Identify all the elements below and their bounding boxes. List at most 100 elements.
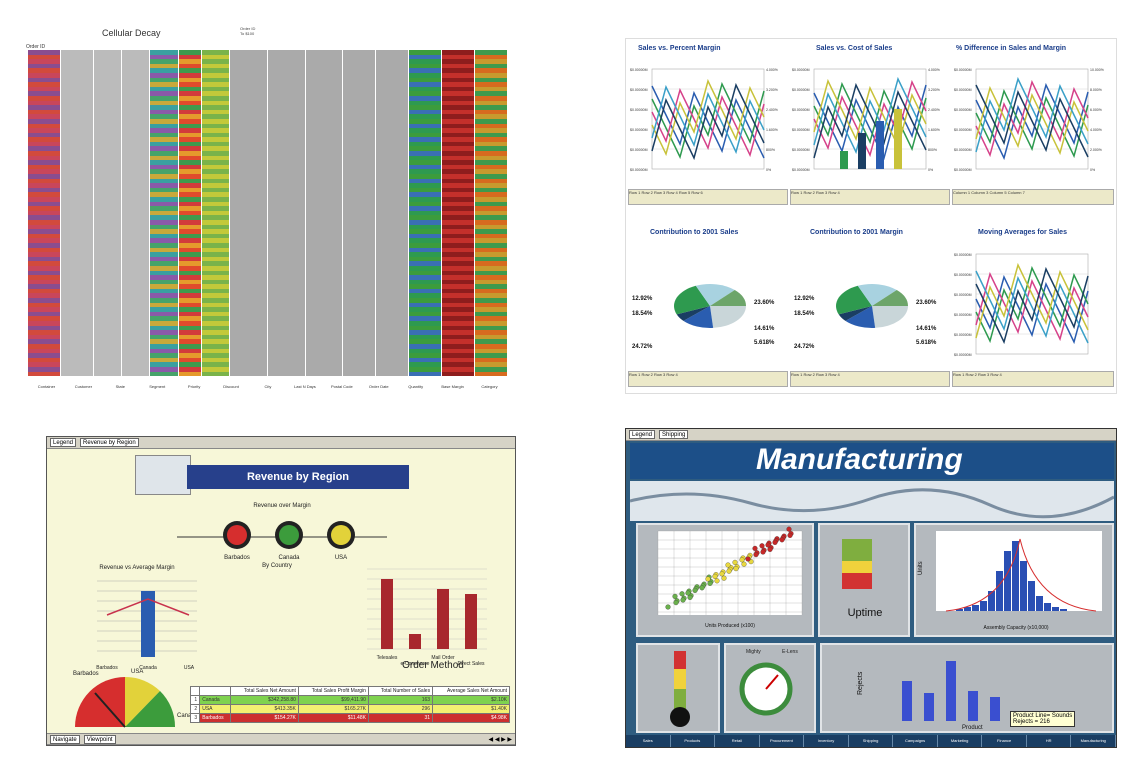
svg-text:4.000%: 4.000% bbox=[1090, 128, 1102, 132]
legend-3: Column 1 Column 3 Column 5 Column 7 bbox=[952, 189, 1114, 205]
pie-label: 12.92% bbox=[794, 296, 815, 302]
table-row bbox=[28, 238, 508, 243]
table-row bbox=[28, 91, 508, 96]
pie-label: 12.92% bbox=[632, 296, 653, 302]
table-title: Cellular Decay bbox=[102, 28, 161, 38]
svg-text:8.000%: 8.000% bbox=[1090, 88, 1102, 92]
table-row bbox=[28, 141, 508, 147]
svg-text:2.400%: 2.400% bbox=[928, 108, 940, 112]
table-row bbox=[28, 288, 508, 294]
svg-text:$0.00000M: $0.00000M bbox=[954, 168, 972, 172]
pie-label: 23.60% bbox=[916, 300, 937, 306]
chart-title-1: Sales vs. Percent Margin bbox=[638, 45, 721, 52]
table-row bbox=[28, 169, 508, 175]
svg-text:$0.00000M: $0.00000M bbox=[630, 128, 648, 132]
thermometer-box bbox=[636, 643, 720, 733]
table-row bbox=[28, 334, 508, 340]
chart-dashboard: Sales vs. Percent Margin Sales vs. Cost … bbox=[625, 38, 1117, 394]
region-dropdown[interactable]: Revenue by Region bbox=[80, 438, 139, 447]
svg-text:$0.00000M: $0.00000M bbox=[954, 108, 972, 112]
page-title: Manufacturing bbox=[756, 443, 963, 476]
svg-text:0%: 0% bbox=[1090, 168, 1095, 172]
table-row[interactable]: 2 USA $413.35K $165.27K 296 $1.40K bbox=[189, 704, 510, 714]
nav-item[interactable]: Sales bbox=[626, 735, 671, 747]
navigate-dropdown[interactable]: Navigate bbox=[50, 734, 80, 744]
thumbnail-image bbox=[135, 455, 191, 495]
table-row bbox=[28, 123, 508, 129]
table-row bbox=[28, 247, 508, 253]
table-row bbox=[28, 261, 508, 266]
legend-2: Row 1 Row 2 Row 3 Row 4 bbox=[790, 189, 950, 205]
column-header: State bbox=[115, 384, 125, 389]
table-row bbox=[28, 366, 508, 372]
svg-text:$0.00000M: $0.00000M bbox=[792, 128, 810, 132]
table-row bbox=[28, 362, 508, 367]
nav-item[interactable]: Shipping bbox=[849, 735, 894, 747]
top-toolbar: Legend Revenue by Region bbox=[47, 437, 515, 449]
nav-item[interactable]: Inventory bbox=[804, 735, 849, 747]
table-header: Total Sales Net Amount bbox=[230, 686, 299, 696]
nav-item[interactable]: Procurement bbox=[760, 735, 805, 747]
svg-text:$0.00000M: $0.00000M bbox=[792, 168, 810, 172]
table-row[interactable]: 3 Barbados $154.27K $11.48K 31 $4.98K bbox=[189, 713, 510, 723]
legend-dropdown[interactable]: Legend bbox=[50, 438, 77, 447]
order-x-label: Direct Sales bbox=[458, 661, 485, 667]
svg-text:$0.00000M: $0.00000M bbox=[630, 168, 648, 172]
nav-item[interactable]: Retail bbox=[715, 735, 760, 747]
histogram-chart: Assembly Capacity (x10,000) Units bbox=[918, 531, 1102, 631]
column-header: Postal Code bbox=[330, 384, 353, 389]
table-row bbox=[28, 63, 508, 69]
table-row bbox=[28, 293, 508, 299]
table-row bbox=[28, 137, 508, 142]
svg-text:$0.00000M: $0.00000M bbox=[954, 88, 972, 92]
table-row bbox=[28, 151, 508, 156]
table-row bbox=[28, 371, 508, 377]
nav-item[interactable]: Products bbox=[671, 735, 716, 747]
table-row bbox=[28, 256, 508, 262]
order-id-label: Order ID bbox=[26, 44, 46, 50]
nav-item[interactable]: Campaigns bbox=[893, 735, 938, 747]
bottom-nav: Sales Products Retail Procurement Inventory S… bbox=[626, 735, 1116, 747]
table-row bbox=[28, 330, 508, 335]
shipping-dropdown[interactable]: Shipping bbox=[659, 430, 689, 439]
table-row bbox=[28, 344, 508, 349]
table-row bbox=[28, 54, 508, 60]
table-row bbox=[28, 311, 508, 317]
title-banner bbox=[630, 443, 1114, 479]
tooltip: Product Line= Sounds Rejects = 216 bbox=[1010, 711, 1076, 727]
line-chart-1: $0.00000M 4.000% $0.00000M 3.200% $0.00000M 2… bbox=[630, 68, 778, 172]
nav-item[interactable]: HR bbox=[1027, 735, 1072, 747]
nav-item[interactable]: Marketing bbox=[938, 735, 983, 747]
table-row bbox=[28, 206, 508, 211]
pie-label: 14.61% bbox=[754, 326, 775, 332]
decorative-banner bbox=[630, 481, 1114, 521]
svg-text:$0.00000M: $0.00000M bbox=[954, 253, 972, 257]
table-row bbox=[28, 50, 508, 55]
uptime-label: Uptime bbox=[847, 607, 883, 619]
table-row bbox=[28, 174, 508, 179]
histogram-box: Assembly Capacity (x10,000) Units bbox=[914, 523, 1114, 637]
table-row[interactable]: 1 Canada $342,258.80 $99,411.90 163 $2.10K bbox=[189, 695, 510, 705]
nav-item[interactable]: Finance bbox=[982, 735, 1027, 747]
table-row bbox=[28, 77, 508, 83]
dial-label-1: Mighty bbox=[746, 649, 761, 655]
table-row bbox=[28, 187, 508, 193]
viewpoint-dropdown[interactable]: Viewpoint bbox=[83, 734, 116, 744]
legend-1: Row 1 Row 2 Row 3 Row 4 Row 5 Row 6 bbox=[628, 189, 788, 205]
column-header: Container bbox=[37, 384, 56, 389]
svg-text:Assembly Capacity (x10,000): Assembly Capacity (x10,000) bbox=[983, 625, 1048, 631]
svg-text:$0.00000M: $0.00000M bbox=[954, 313, 972, 317]
country-label: Canada bbox=[278, 555, 300, 561]
table-row bbox=[28, 160, 508, 165]
column-header: Priority bbox=[187, 384, 201, 389]
bar-line-chart-2: $0.00000M 4.000% $0.00000M 3.200% $0.00000M 2… bbox=[792, 68, 940, 172]
table-row bbox=[28, 210, 508, 216]
svg-text:800%: 800% bbox=[766, 148, 775, 152]
nav-item[interactable]: Manufacturing bbox=[1071, 735, 1116, 747]
legend-dropdown[interactable]: Legend bbox=[629, 430, 656, 439]
table-row bbox=[28, 316, 508, 322]
table-row bbox=[28, 279, 508, 285]
thermometer-gauge bbox=[670, 651, 690, 727]
dial-label-2: E-Lens bbox=[782, 649, 798, 655]
nav-arrows[interactable]: ◀ ◀ ▶ ▶ bbox=[488, 736, 512, 743]
